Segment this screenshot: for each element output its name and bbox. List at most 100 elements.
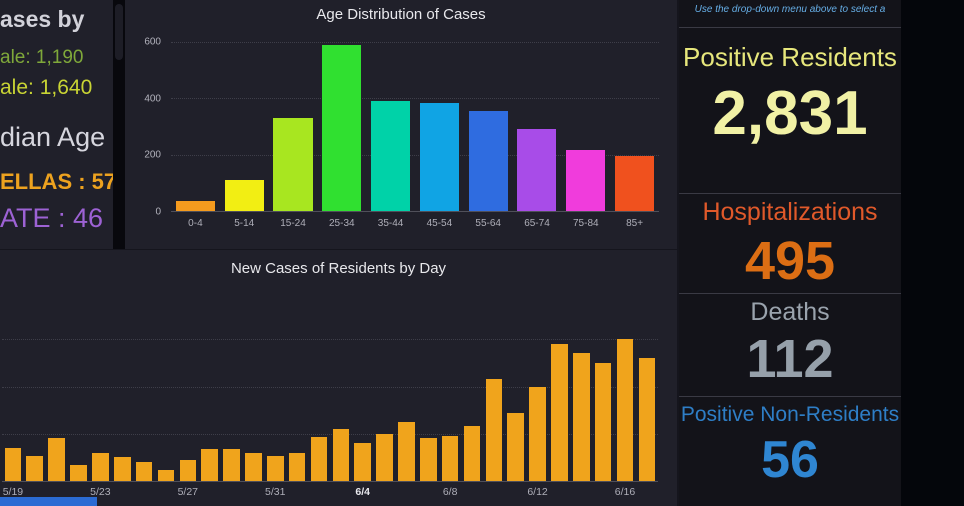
gridline — [171, 154, 659, 156]
daily-bar-slot — [505, 292, 527, 481]
daily-xlabel — [570, 486, 592, 498]
daily-bar-6/12[interactable] — [529, 386, 546, 481]
daily-xlabel: 5/19 — [2, 486, 24, 498]
daily-bar-5/27[interactable] — [179, 460, 197, 481]
daily-xlabel — [155, 486, 177, 498]
daily-bar-6/5[interactable] — [376, 433, 393, 481]
age-bar-55-64[interactable] — [468, 111, 508, 211]
age-bar-15-24[interactable] — [273, 118, 313, 211]
daily-bar-6/8[interactable] — [441, 435, 459, 481]
daily-bar-5/31[interactable] — [266, 455, 284, 481]
median-age-heading: dian Age — [0, 122, 106, 152]
age-xlabel: 25-34 — [329, 218, 355, 229]
age-xlabel: 75-84 — [572, 218, 599, 229]
daily-bar-slot — [352, 292, 374, 481]
gridline — [2, 386, 658, 388]
daily-bar-5/23[interactable] — [92, 452, 109, 481]
daily-bar-6/10[interactable] — [485, 378, 503, 481]
daily-xlabel: 6/12 — [527, 486, 548, 498]
age-chart-xlabels: 0-4 5-14 15-24 25-34 35-44 45-54 55-64 65-74 75-… — [171, 218, 659, 229]
daily-bar-5/19[interactable] — [4, 447, 22, 481]
scrollbar-thumb[interactable] — [115, 4, 123, 60]
age-xlabel: 35-44 — [377, 218, 404, 229]
age-bar-35-44[interactable] — [371, 101, 411, 211]
summary-stats-panel: Use the drop-down menu above to select a… — [679, 0, 901, 506]
daily-bar-6/9[interactable] — [463, 426, 481, 481]
daily-xlabel — [286, 486, 308, 498]
daily-xlabel — [592, 486, 614, 498]
daily-bar-6/1[interactable] — [288, 452, 306, 481]
bottom-left-blue-strip — [0, 497, 97, 506]
age-bar-slot — [317, 42, 366, 211]
age-bar-25-34[interactable] — [322, 44, 362, 211]
age-bar-75-84[interactable] — [566, 150, 606, 211]
female-cases-value: ale: 1,640 — [0, 76, 93, 99]
daily-bar-6/6[interactable] — [398, 422, 415, 481]
state-median-age-value: ATE : 46 — [0, 203, 104, 233]
daily-bar-slot — [570, 292, 592, 481]
daily-bar-6/4[interactable] — [354, 443, 371, 481]
daily-bar-5/26[interactable] — [157, 469, 175, 481]
daily-bar-5/25[interactable] — [135, 462, 153, 481]
gridline — [171, 98, 659, 100]
daily-bar-5/30[interactable] — [245, 452, 262, 481]
deaths-value: 112 — [746, 329, 834, 389]
age-xlabel: 55-64 — [475, 218, 501, 229]
daily-bar-6/14[interactable] — [572, 353, 590, 481]
positive-non-residents-value: 56 — [761, 431, 819, 489]
divider — [679, 193, 901, 194]
cut-off-right-panel — [901, 0, 964, 506]
age-bar-slot — [171, 42, 220, 211]
daily-bar-6/16[interactable] — [616, 339, 634, 481]
daily-bar-6/11[interactable] — [507, 412, 524, 481]
hospitalizations-value: 495 — [744, 231, 836, 291]
daily-bar-5/20[interactable] — [26, 455, 44, 481]
divider — [679, 27, 901, 28]
divider — [679, 293, 901, 294]
daily-bar-slot — [221, 292, 243, 481]
age-chart-yaxis: 0 200 400 600 — [125, 37, 167, 218]
daily-bar-5/24[interactable] — [113, 457, 131, 481]
age-bar-45-54[interactable] — [419, 102, 459, 211]
daily-bar-slot — [374, 292, 396, 481]
age-xlabel: 0-4 — [188, 218, 203, 229]
age-xlabel: 15-24 — [280, 218, 306, 229]
age-bar-85+[interactable] — [615, 156, 655, 211]
daily-bar-slot — [527, 292, 549, 481]
daily-xlabel: 6/8 — [442, 486, 458, 498]
daily-chart-title: New Cases of Residents by Day — [230, 260, 447, 277]
daily-bar-6/17[interactable] — [638, 358, 656, 481]
daily-bar-slot — [308, 292, 330, 481]
daily-bar-6/7[interactable] — [419, 438, 437, 481]
daily-bar-slot — [636, 292, 658, 481]
age-bar-0-4[interactable] — [175, 201, 215, 211]
demographics-panel: ases by ale: 1,190 ale: 1,640 dian Age E… — [0, 0, 113, 249]
daily-xlabel — [636, 486, 658, 498]
dropdown-instruction-note: Use the drop-down menu above to select a — [694, 4, 886, 15]
daily-bar-5/29[interactable] — [223, 448, 240, 481]
daily-xlabel — [374, 486, 396, 498]
daily-bar-6/15[interactable] — [594, 362, 612, 481]
daily-bar-slot — [155, 292, 177, 481]
daily-xlabel: 5/31 — [265, 486, 286, 498]
age-ylabel: 600 — [144, 36, 161, 48]
age-xlabel: 45-54 — [426, 218, 453, 229]
daily-bar-6/3[interactable] — [332, 429, 350, 481]
age-chart-title: Age Distribution of Cases — [316, 6, 486, 23]
daily-bar-slot — [89, 292, 111, 481]
daily-bar-6/13[interactable] — [551, 343, 568, 481]
age-bar-5-14[interactable] — [224, 180, 264, 211]
daily-bar-5/28[interactable] — [201, 448, 218, 481]
positive-residents-label: Positive Residents — [683, 42, 897, 72]
daily-bar-5/21[interactable] — [48, 438, 65, 481]
scrollbar-track[interactable] — [113, 0, 125, 249]
daily-bar-slot — [68, 292, 90, 481]
gridline — [2, 339, 658, 341]
daily-bar-6/2[interactable] — [310, 436, 328, 481]
age-bar-65-74[interactable] — [517, 129, 557, 211]
positive-residents-value: 2,831 — [712, 79, 868, 148]
age-xlabel: 5-14 — [234, 218, 255, 229]
daily-xlabel: 5/23 — [90, 486, 111, 498]
daily-bar-5/22[interactable] — [70, 464, 87, 481]
